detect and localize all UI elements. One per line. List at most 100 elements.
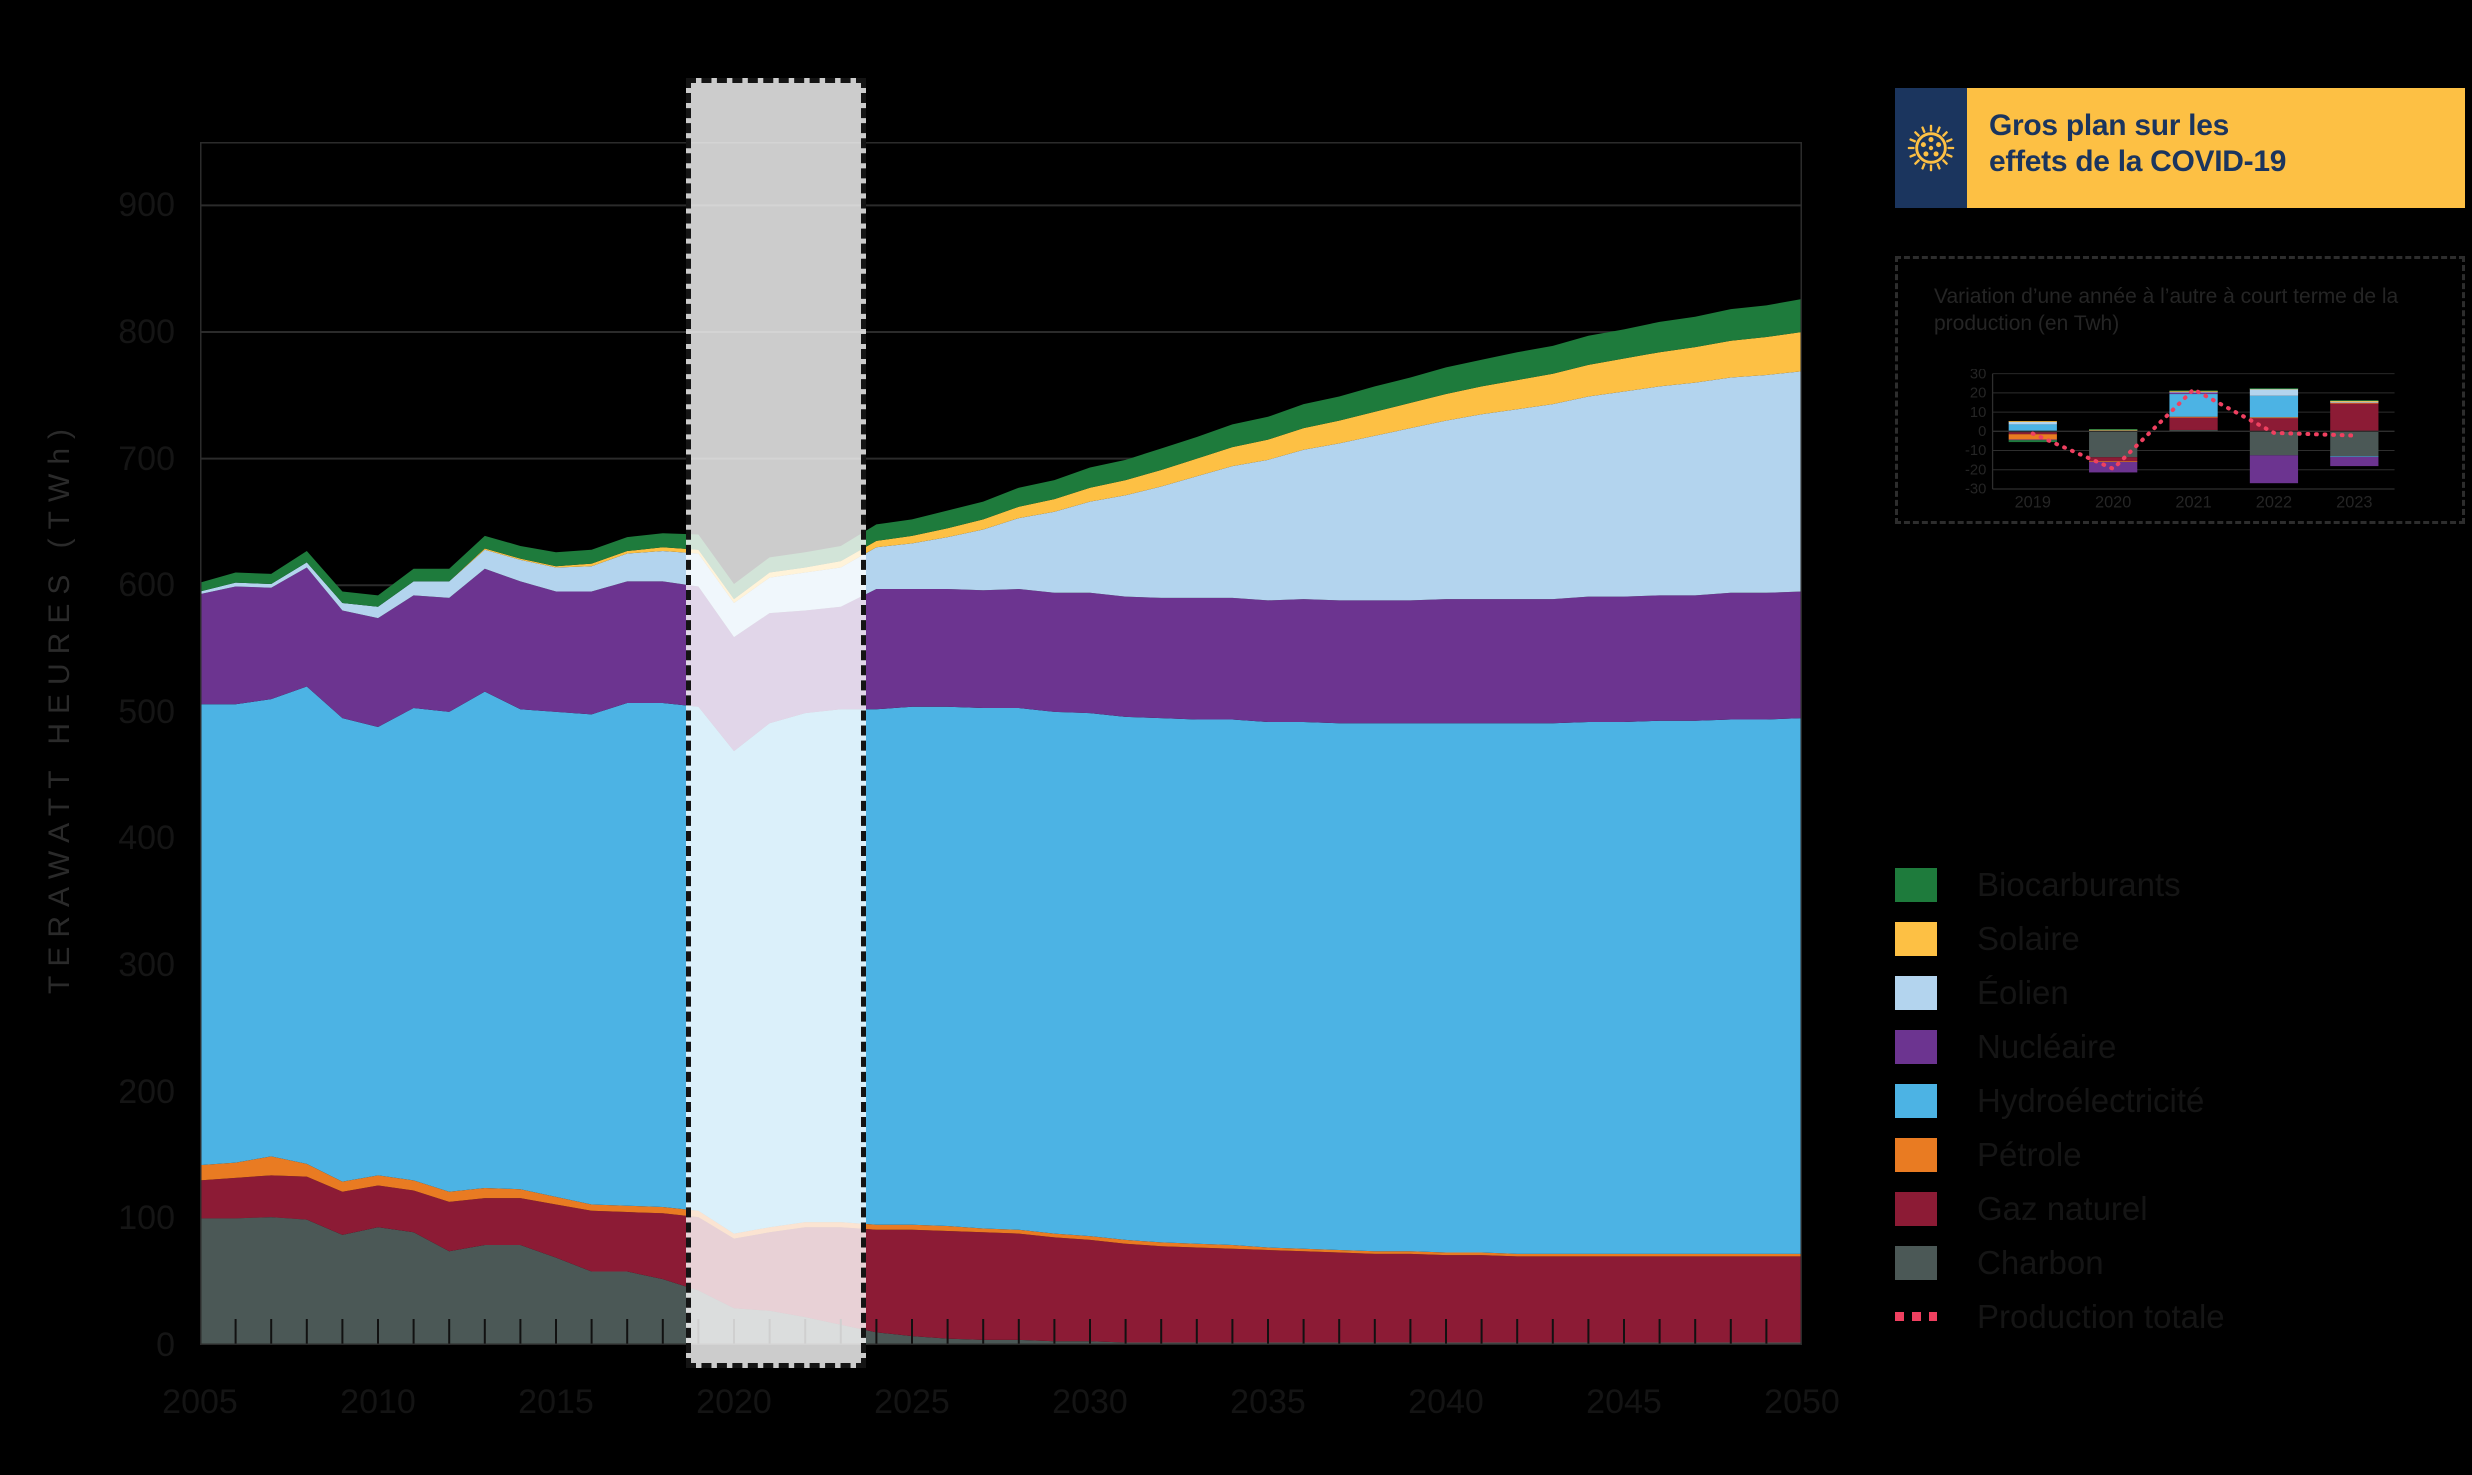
- inset-panel: Variation d’une année à l’autre à court …: [1895, 256, 2465, 524]
- legend-item-gaznaturel[interactable]: Gaz naturel: [1895, 1182, 2455, 1236]
- area-series-gaznaturel: [200, 1175, 1802, 1343]
- legend-item-solaire[interactable]: Solaire: [1895, 912, 2455, 966]
- inset-bar-segment: [2169, 416, 2218, 430]
- covid-header-badge: Gros plan sur les effets de la COVID-19: [1895, 88, 2465, 208]
- virus-icon-glyph: [1907, 124, 1955, 172]
- y-tick-label: 700: [118, 439, 175, 478]
- inset-bar-segment: [2089, 429, 2138, 431]
- inset-chart: 30 20 10 0 -10 -20 -30 2019 2020 2021 2022 2023: [1934, 369, 2450, 517]
- inset-bar-segment: [2008, 439, 2057, 441]
- legend-swatch-icon: [1895, 1246, 1937, 1280]
- x-tick-label: 2030: [1052, 1383, 1128, 1421]
- legend-swatch-icon: [1895, 1084, 1937, 1118]
- legend-label: Production totale: [1977, 1298, 2225, 1335]
- legend-item-nucleaire[interactable]: Nucléaire: [1895, 1020, 2455, 1074]
- area-series-charbon: [200, 1217, 1802, 1345]
- inset-total-line: [2030, 386, 2357, 472]
- virus-icon: [1895, 88, 1967, 208]
- inset-bar-segment: [2249, 388, 2299, 396]
- inset-bar-segment: [2089, 429, 2138, 430]
- legend-swatch-icon: [1895, 1192, 1937, 1226]
- inset-bar-segment: [2169, 390, 2218, 392]
- y-tick-label: 500: [118, 692, 175, 731]
- inset-bar-segment: [2330, 456, 2379, 458]
- legend-label: Hydroélectricité: [1977, 1082, 2205, 1119]
- inset-y-tick-label: 30: [1970, 369, 1986, 382]
- legend-label: Biocarburants: [1977, 866, 2181, 903]
- y-tick-label: 400: [118, 819, 175, 858]
- inset-x-tick-label: 2022: [2256, 494, 2292, 512]
- inset-bar-segment: [2008, 421, 2057, 422]
- legend-swatch-icon: [1895, 1030, 1937, 1064]
- y-tick-label: 300: [118, 946, 175, 985]
- legend-item-biocarburants[interactable]: Biocarburants: [1895, 858, 2455, 912]
- right-panel: Gros plan sur les effets de la COVID-19 …: [1880, 0, 2472, 1475]
- inset-bar-segment: [2330, 401, 2379, 403]
- legend-item-petrole[interactable]: Pétrole: [1895, 1128, 2455, 1182]
- inset-x-tick-label: 2019: [2015, 494, 2051, 512]
- x-tick-label: 2005: [162, 1383, 238, 1421]
- legend-swatch-icon: [1895, 922, 1937, 956]
- y-tick-label: 100: [118, 1199, 175, 1238]
- inset-bar-segment: [2089, 461, 2138, 462]
- area-series-biocarburants: [200, 299, 1802, 607]
- inset-y-tick-label: 0: [1978, 424, 1986, 440]
- x-tick-label: 2050: [1764, 1383, 1840, 1421]
- inset-x-tick-label: 2023: [2336, 494, 2372, 512]
- inset-bar-segment: [2330, 400, 2379, 402]
- inset-bar-segment: [2330, 402, 2379, 404]
- x-tick-label: 2015: [518, 1383, 594, 1421]
- inset-x-tick-label: 2021: [2175, 494, 2211, 512]
- legend-item-eolien[interactable]: Éolien: [1895, 966, 2455, 1020]
- legend-item-charbon[interactable]: Charbon: [1895, 1236, 2455, 1290]
- inset-y-tick-label: -10: [1965, 443, 1986, 459]
- y-tick-label: 200: [118, 1072, 175, 1111]
- inset-y-tick-label: 20: [1970, 386, 1986, 402]
- x-axis-tick-labels: 2005 2010 2015 2020 2025 2030 2035 2040 2045 2050: [0, 1385, 1870, 1435]
- covid-header-line2: effets de la COVID-19: [1989, 145, 2287, 178]
- inset-bar-segment: [2330, 456, 2379, 467]
- inset-bar-segment: [2330, 400, 2379, 402]
- inset-bar-segment: [2330, 431, 2379, 457]
- legend-label: Solaire: [1977, 920, 2080, 957]
- inset-bar-segment: [2330, 402, 2379, 432]
- inset-bar-segment: [2249, 417, 2299, 432]
- x-tick-label: 2045: [1586, 1383, 1662, 1421]
- legend: Biocarburants Solaire Éolien Nucléaire Hydro…: [1895, 858, 2455, 1344]
- inset-y-tick-label: 10: [1970, 405, 1986, 421]
- inset-chart-svg: 30 20 10 0 -10 -20 -30 2019 2020 2021 2022 2023: [1965, 369, 2395, 512]
- legend-label: Charbon: [1977, 1244, 2104, 1281]
- legend-label: Éolien: [1977, 974, 2069, 1011]
- legend-swatch-icon: [1895, 976, 1937, 1010]
- inset-bar-segment: [2169, 391, 2218, 393]
- inset-y-tick-label: -30: [1965, 482, 1986, 498]
- inset-bar-segment: [2169, 394, 2218, 417]
- inset-bar-segment: [2169, 416, 2218, 418]
- inset-bar-segment: [2008, 440, 2057, 443]
- covid-header-title: Gros plan sur les effets de la COVID-19: [1967, 88, 2465, 208]
- area-series-solaire: [200, 331, 1802, 607]
- covid-header-line1: Gros plan sur les: [1989, 109, 2229, 142]
- x-tick-label: 2010: [340, 1383, 416, 1421]
- area-series-olien: [200, 371, 1802, 638]
- main-plot-svg: [200, 142, 1802, 1345]
- main-plot-area: [200, 142, 1802, 1345]
- legend-swatch-icon: [1895, 1138, 1937, 1172]
- legend-swatch-icon: [1895, 1312, 1937, 1322]
- inset-x-tick-label: 2020: [2095, 494, 2131, 512]
- legend-label: Pétrole: [1977, 1136, 2082, 1173]
- inset-bar-segment: [2249, 417, 2299, 419]
- area-series-nuclaire: [200, 567, 1802, 752]
- x-tick-label: 2040: [1408, 1383, 1484, 1421]
- inset-bar-segment: [2008, 424, 2057, 432]
- inset-bar-segment: [2008, 421, 2057, 425]
- y-tick-label: 800: [118, 312, 175, 351]
- inset-bar-segment: [2249, 388, 2299, 390]
- inset-chart-title: Variation d’une année à l’autre à court …: [1934, 285, 2399, 335]
- inset-bar-segment: [2008, 434, 2057, 440]
- legend-item-hydroelectricite[interactable]: Hydroélectricité: [1895, 1074, 2455, 1128]
- legend-label: Gaz naturel: [1977, 1190, 2148, 1227]
- y-tick-label: 900: [118, 186, 175, 225]
- legend-item-productiontotale[interactable]: Production totale: [1895, 1290, 2455, 1344]
